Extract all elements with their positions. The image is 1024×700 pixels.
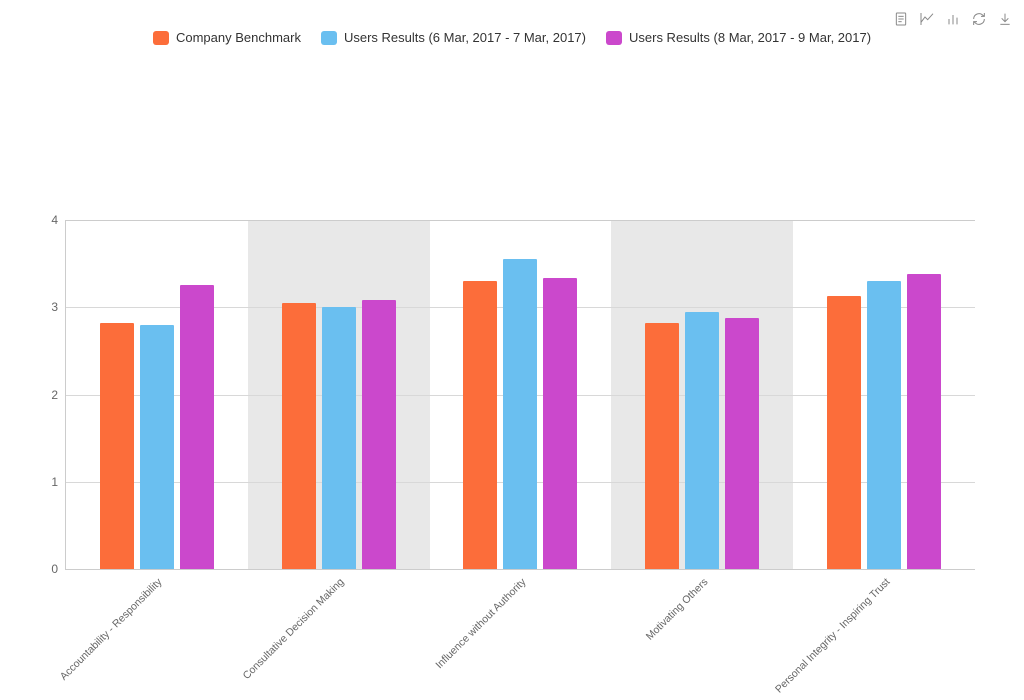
bar[interactable] [322, 307, 356, 569]
y-tick-label: 1 [51, 475, 66, 489]
refresh-icon[interactable] [970, 10, 988, 28]
bar[interactable] [362, 300, 396, 569]
legend-label: Company Benchmark [176, 30, 301, 45]
x-tick-label: Influence without Authority [433, 576, 528, 671]
data-view-icon[interactable] [892, 10, 910, 28]
line-chart-icon[interactable] [918, 10, 936, 28]
y-tick-label: 3 [51, 300, 66, 314]
bar[interactable] [180, 285, 214, 569]
legend-swatch [321, 31, 337, 45]
bar[interactable] [503, 259, 537, 569]
y-tick-label: 0 [51, 562, 66, 576]
legend-swatch [153, 31, 169, 45]
bar-chart-icon[interactable] [944, 10, 962, 28]
bar-group [430, 220, 612, 569]
bar[interactable] [867, 281, 901, 569]
bar[interactable] [282, 303, 316, 569]
download-icon[interactable] [996, 10, 1014, 28]
bar-group [248, 220, 430, 569]
x-tick-label: Motivating Others [644, 576, 711, 643]
bar-group [611, 220, 793, 569]
bar[interactable] [685, 312, 719, 569]
legend-swatch [606, 31, 622, 45]
bar[interactable] [907, 274, 941, 569]
legend-label: Users Results (6 Mar, 2017 - 7 Mar, 2017… [344, 30, 586, 45]
bar[interactable] [645, 323, 679, 569]
legend-item-0[interactable]: Company Benchmark [153, 30, 301, 45]
bar[interactable] [543, 278, 577, 569]
x-tick-label: Consultative Decision Making [241, 576, 347, 682]
chart-area: 01234 Accountability - ResponsibilityCon… [65, 220, 975, 570]
y-tick-label: 2 [51, 388, 66, 402]
bar[interactable] [140, 325, 174, 569]
x-tick-label: Accountability - Responsibility [58, 576, 165, 683]
bar-group [793, 220, 975, 569]
legend-item-1[interactable]: Users Results (6 Mar, 2017 - 7 Mar, 2017… [321, 30, 586, 45]
legend-label: Users Results (8 Mar, 2017 - 9 Mar, 2017… [629, 30, 871, 45]
chart-legend: Company Benchmark Users Results (6 Mar, 2… [0, 30, 1024, 45]
bar[interactable] [463, 281, 497, 569]
bar-group [66, 220, 248, 569]
bar[interactable] [827, 296, 861, 569]
legend-item-2[interactable]: Users Results (8 Mar, 2017 - 9 Mar, 2017… [606, 30, 871, 45]
bar[interactable] [100, 323, 134, 569]
bar[interactable] [725, 318, 759, 569]
y-tick-label: 4 [51, 213, 66, 227]
x-tick-label: Personal Integrity - Inspiring Trust [773, 576, 892, 695]
chart-toolbar [892, 10, 1014, 28]
